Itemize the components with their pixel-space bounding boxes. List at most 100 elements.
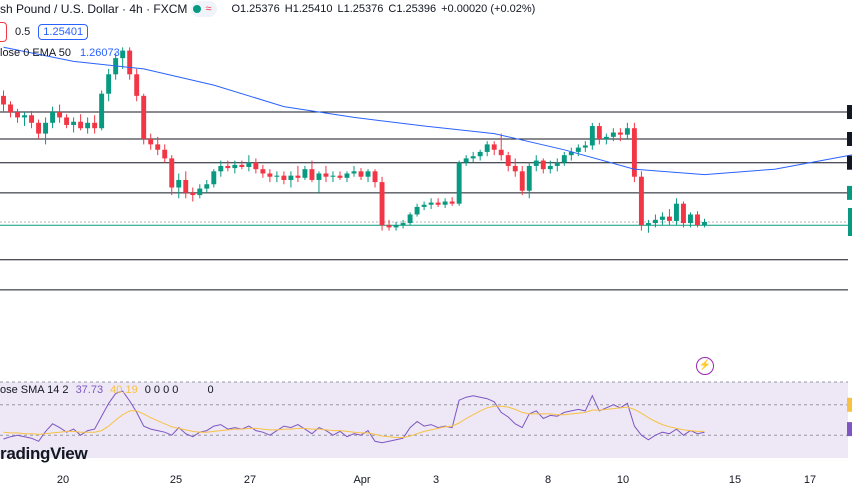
- price-tag-marker: [847, 132, 852, 146]
- wave-icon: ≈: [205, 3, 211, 15]
- candle-body: [653, 220, 658, 223]
- candle-body: [316, 173, 321, 179]
- candle-body: [415, 207, 420, 215]
- candle-body: [309, 169, 314, 180]
- candle-body: [43, 123, 48, 134]
- candle-body: [583, 145, 588, 147]
- candle-body: [520, 171, 525, 190]
- candle-body: [513, 166, 518, 171]
- candle-body: [155, 144, 160, 149]
- rsi-sma-value: 40.19: [110, 384, 138, 396]
- indicator-inputs: 0.5 1.25401: [0, 22, 88, 42]
- candle-body: [99, 94, 104, 129]
- ema-line: [4, 47, 852, 182]
- candle-body: [274, 176, 279, 177]
- candle-body: [57, 112, 62, 117]
- price-tag-marker: [847, 186, 852, 200]
- candle-body: [324, 173, 329, 176]
- price-tag-marker: [847, 156, 852, 170]
- candle-body: [576, 148, 581, 152]
- candle-body: [352, 171, 357, 173]
- candle-body: [64, 117, 69, 125]
- candle-body: [92, 123, 97, 128]
- ema-50-line: [4, 47, 852, 182]
- rsi-tag-marker: [847, 422, 852, 436]
- candle-body: [436, 203, 441, 205]
- candle-body: [141, 96, 146, 139]
- ohlc-close: C1.25396: [388, 3, 436, 15]
- candle-body: [408, 214, 413, 223]
- candle-body: [190, 193, 195, 195]
- candle-body: [267, 173, 272, 176]
- candle-body: [688, 214, 693, 223]
- candle-body: [50, 112, 55, 123]
- candle-body: [471, 156, 476, 158]
- candle-body: [183, 180, 188, 193]
- candle-body: [506, 155, 511, 166]
- candle-body: [625, 128, 630, 134]
- candle-body: [331, 176, 336, 177]
- sell-box[interactable]: [0, 22, 7, 42]
- candle-body: [366, 171, 371, 176]
- rsi-zero-values: 0 0 0 0: [145, 384, 179, 396]
- candle-body: [667, 217, 672, 221]
- candle-body: [85, 123, 90, 128]
- candle-body: [197, 189, 202, 195]
- chart-header: sh Pound / U.S. Dollar · 4h · FXCM ≈ O1.…: [0, 0, 535, 18]
- candle-body: [134, 74, 139, 96]
- candle-body: [176, 180, 181, 188]
- candle-body: [71, 122, 76, 125]
- candle-body: [8, 104, 13, 112]
- candle-body: [36, 123, 41, 134]
- candle-body: [702, 222, 707, 225]
- ema-legend-value: 1.26073: [80, 47, 120, 59]
- x-label: 15: [729, 474, 741, 486]
- symbol-title[interactable]: sh Pound / U.S. Dollar · 4h · FXCM: [0, 2, 187, 16]
- tradingview-logo[interactable]: radingView: [0, 444, 87, 464]
- rsi-legend-label: ose SMA 14 2: [0, 384, 69, 396]
- candle-body: [639, 177, 644, 226]
- candle-body: [674, 204, 679, 221]
- candle-body: [127, 51, 132, 75]
- candle-body: [246, 163, 251, 167]
- candle-body: [541, 161, 546, 170]
- spread-value: 0.5: [15, 26, 30, 38]
- candle-body: [660, 217, 665, 220]
- candles: [1, 47, 707, 232]
- candle-body: [457, 163, 462, 204]
- ohlc-high: H1.25410: [285, 3, 333, 15]
- candle-body: [162, 150, 167, 159]
- lightning-icon[interactable]: ⚡: [696, 357, 714, 375]
- x-label: 27: [244, 474, 256, 486]
- candle-body: [422, 205, 427, 207]
- ohlc-low: L1.25376: [338, 3, 384, 15]
- candle-body: [211, 171, 216, 184]
- horizontal-levels: [0, 112, 848, 290]
- rsi-legend[interactable]: ose SMA 14 2 37.73 40.19 0 0 0 0 0: [0, 384, 214, 396]
- candle-body: [429, 203, 434, 205]
- ohlc-change: +0.00020 (+0.02%): [441, 3, 535, 15]
- candle-body: [204, 184, 209, 188]
- candle-body: [555, 163, 560, 166]
- candle-body: [120, 51, 125, 59]
- x-label: 20: [57, 474, 69, 486]
- price-tag-marker: [847, 105, 852, 119]
- candle-body: [562, 155, 567, 163]
- candle-body: [1, 96, 6, 105]
- candle-body: [548, 166, 553, 169]
- candle-body: [260, 169, 265, 173]
- candle-body: [302, 169, 307, 178]
- market-open-icon: [193, 5, 201, 13]
- candle-body: [450, 202, 455, 204]
- candle-body: [618, 133, 623, 135]
- candle-body: [373, 171, 378, 182]
- ema-legend-label: lose 0 EMA 50: [0, 47, 71, 59]
- buy-box[interactable]: 1.25401: [38, 24, 88, 40]
- market-status-pill[interactable]: ≈: [191, 1, 217, 17]
- candle-body: [534, 161, 539, 166]
- candle-body: [590, 126, 595, 145]
- candle-body: [281, 176, 286, 180]
- rsi-tag-marker: [847, 398, 852, 412]
- ema-legend[interactable]: lose 0 EMA 50 1.26073: [0, 47, 120, 59]
